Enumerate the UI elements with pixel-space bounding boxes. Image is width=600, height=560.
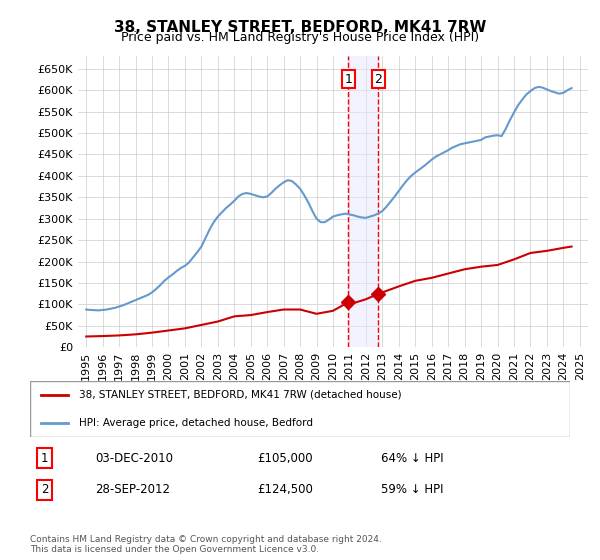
Text: £105,000: £105,000 (257, 452, 313, 465)
Text: £124,500: £124,500 (257, 483, 313, 496)
Text: 03-DEC-2010: 03-DEC-2010 (95, 452, 173, 465)
Bar (348, 56, 378, 347)
Text: Price paid vs. HM Land Registry's House Price Index (HPI): Price paid vs. HM Land Registry's House … (121, 31, 479, 44)
Text: Contains HM Land Registry data © Crown copyright and database right 2024.
This d: Contains HM Land Registry data © Crown c… (30, 535, 382, 554)
Text: 1: 1 (344, 73, 352, 86)
Text: 28-SEP-2012: 28-SEP-2012 (95, 483, 170, 496)
Text: 38, STANLEY STREET, BEDFORD, MK41 7RW (detached house): 38, STANLEY STREET, BEDFORD, MK41 7RW (d… (79, 390, 401, 400)
Text: 2: 2 (41, 483, 48, 496)
Text: 38, STANLEY STREET, BEDFORD, MK41 7RW: 38, STANLEY STREET, BEDFORD, MK41 7RW (114, 20, 486, 35)
Text: HPI: Average price, detached house, Bedford: HPI: Average price, detached house, Bedf… (79, 418, 313, 428)
Text: 64% ↓ HPI: 64% ↓ HPI (381, 452, 443, 465)
Text: 59% ↓ HPI: 59% ↓ HPI (381, 483, 443, 496)
FancyBboxPatch shape (30, 381, 570, 437)
Text: 1: 1 (41, 452, 48, 465)
Text: 2: 2 (374, 73, 382, 86)
